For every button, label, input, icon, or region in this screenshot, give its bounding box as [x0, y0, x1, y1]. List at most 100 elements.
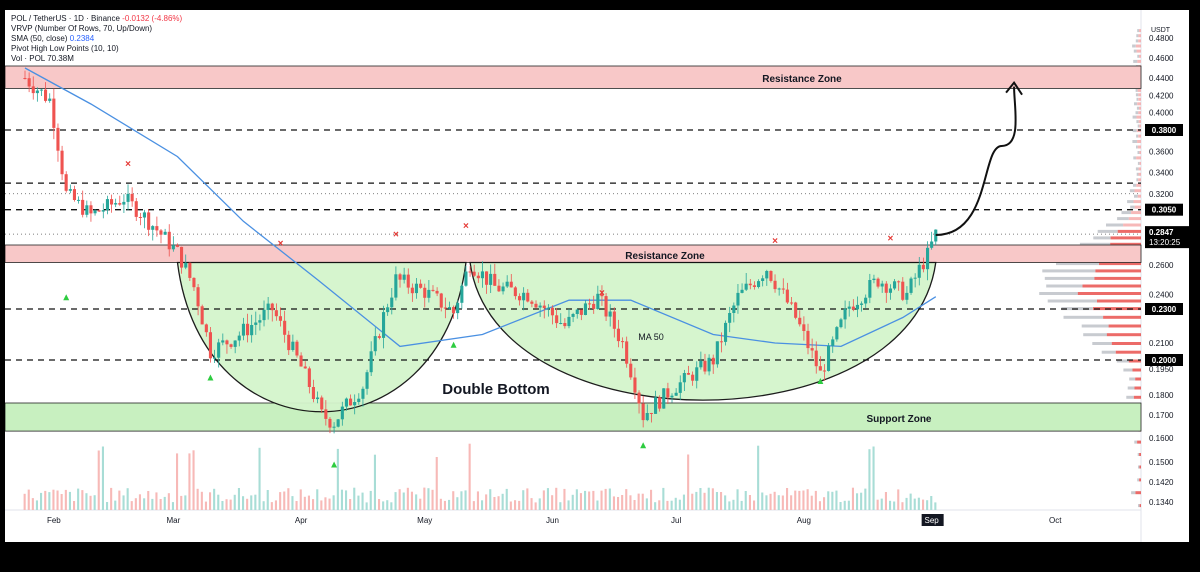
- indicator-volume[interactable]: Vol · POL 70.38M: [11, 54, 182, 64]
- volume-bar: [889, 500, 892, 510]
- vrvp-bar: [1137, 124, 1140, 128]
- volume-bar: [757, 445, 760, 510]
- volume-bar: [563, 488, 566, 510]
- time-tick: Jul: [671, 516, 681, 525]
- vrvp-bar: [1103, 315, 1141, 319]
- candle-body: [134, 201, 138, 217]
- candle: [567, 308, 571, 329]
- candle: [876, 277, 880, 289]
- volume-bar: [868, 449, 871, 510]
- volume-bar: [711, 488, 714, 510]
- candle: [126, 184, 130, 211]
- vrvp-bar: [1137, 29, 1139, 33]
- candle: [847, 301, 851, 317]
- volume-bar: [262, 501, 265, 510]
- candle: [394, 266, 398, 301]
- volume-bar: [52, 489, 55, 510]
- candle: [468, 266, 472, 277]
- volume-bar: [930, 496, 933, 510]
- indicator-pivots[interactable]: Pivot High Low Points (10, 10): [11, 44, 182, 54]
- vrvp-bar: [1136, 134, 1139, 138]
- candle-body: [130, 193, 134, 202]
- volume-bar: [608, 488, 611, 510]
- candle-body: [625, 341, 629, 364]
- symbol-row[interactable]: POL / TetherUS · 1D · Binance -0.0132 (-…: [11, 14, 182, 24]
- indicator-sma[interactable]: SMA (50, close) 0.2384: [11, 34, 182, 44]
- volume-bar: [110, 487, 113, 510]
- price-tick: 0.4800: [1149, 34, 1174, 43]
- vrvp-bar: [1139, 151, 1141, 154]
- price-tick: 0.3050: [1152, 206, 1177, 215]
- candle: [93, 209, 97, 216]
- candle: [583, 300, 587, 316]
- candle: [538, 302, 542, 317]
- volume-bar: [361, 492, 364, 510]
- indicator-vrvp[interactable]: VRVP (Number Of Rows, 70, Up/Down): [11, 24, 182, 34]
- volume-bar: [555, 487, 558, 510]
- volume-bar: [373, 454, 376, 510]
- vrvp-bar: [1127, 200, 1134, 204]
- volume-bar: [872, 446, 875, 510]
- candle: [781, 278, 785, 294]
- vrvp-bar: [1133, 395, 1141, 399]
- volume-bar: [68, 491, 71, 510]
- candle-body: [518, 296, 522, 301]
- price-chart[interactable]: ×××××× × Resistance Zone Resistance Zone …: [5, 10, 1189, 542]
- candle: [56, 123, 60, 162]
- volume-bar: [242, 496, 245, 510]
- candle: [204, 323, 208, 337]
- volume-bar: [237, 488, 240, 510]
- candle-body: [744, 283, 748, 290]
- volume-bar: [336, 448, 339, 510]
- zone-2[interactable]: [5, 402, 1142, 432]
- volume-bar: [753, 500, 756, 510]
- vrvp-bar: [1139, 453, 1141, 456]
- volume-bar: [691, 493, 694, 510]
- chart-panel: × × × × × × × Resistance Zone Resistance Zone …: [5, 10, 1189, 542]
- candle: [612, 307, 616, 338]
- volume-bar: [880, 498, 883, 510]
- candle-body: [563, 323, 567, 327]
- candle: [884, 281, 888, 303]
- volume-bar: [147, 491, 150, 510]
- vrvp-bar: [1106, 333, 1141, 337]
- volume-bar: [893, 501, 896, 510]
- candle-body: [888, 288, 892, 293]
- candle-body: [485, 271, 489, 285]
- price-tick: 0.4600: [1149, 54, 1174, 63]
- volume-bar: [839, 502, 842, 510]
- vrvp-bar: [1106, 223, 1124, 227]
- volume-bar: [670, 500, 673, 510]
- candle-body: [241, 323, 245, 336]
- vrvp-bar: [1138, 93, 1141, 97]
- volume-bar: [77, 488, 80, 510]
- candle-body: [390, 297, 394, 308]
- volume-bar: [559, 502, 562, 510]
- volume-bar: [435, 457, 438, 510]
- candle: [930, 231, 934, 250]
- candle: [546, 304, 550, 317]
- volume-bar: [390, 502, 393, 510]
- vrvp-bar: [1129, 189, 1135, 193]
- zone-1[interactable]: [5, 244, 1142, 263]
- candle-body: [110, 199, 114, 205]
- volume-bar: [773, 491, 776, 510]
- volume-bar: [650, 489, 653, 510]
- candle-body: [283, 320, 287, 335]
- volume-bar: [122, 495, 125, 510]
- candle-body: [592, 303, 596, 309]
- vrvp-bar: [1137, 140, 1141, 143]
- volume-bar: [163, 496, 166, 510]
- volume-bar: [213, 488, 216, 510]
- volume-bar: [864, 488, 867, 510]
- vrvp-bar: [1128, 217, 1141, 221]
- zone-0[interactable]: [5, 65, 1142, 89]
- volume-bar: [584, 490, 587, 510]
- candle-body: [291, 341, 295, 350]
- arrow-head-icon: [1005, 80, 1023, 96]
- volume-bar: [332, 495, 335, 510]
- candle-body: [200, 306, 204, 325]
- candle: [740, 283, 744, 294]
- vrvp-bar: [1097, 299, 1141, 303]
- volume-bar: [481, 500, 484, 510]
